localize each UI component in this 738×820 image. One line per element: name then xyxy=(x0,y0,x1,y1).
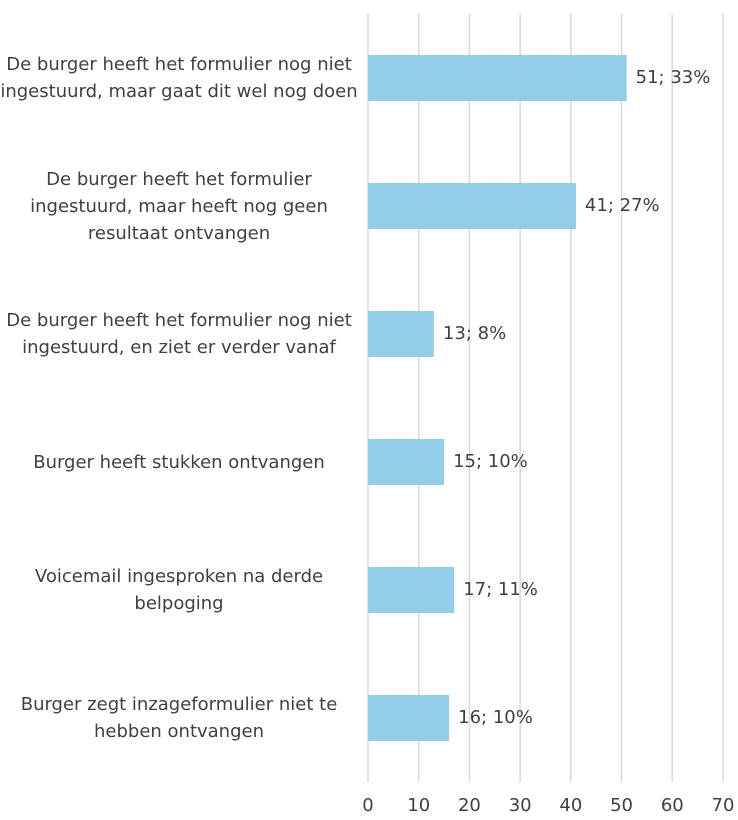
y-tick-label: De burger heeft het formulier nog niet i… xyxy=(6,310,352,358)
x-tick-label: 60 xyxy=(661,795,684,816)
x-tick-label: 0 xyxy=(362,795,373,816)
bar xyxy=(368,55,627,101)
bar xyxy=(368,439,445,485)
x-tick-label: 50 xyxy=(610,795,633,816)
value-label: 41; 27% xyxy=(585,195,660,216)
x-tick-label: 20 xyxy=(458,795,481,816)
bar xyxy=(368,311,434,357)
value-label: 17; 11% xyxy=(463,579,538,600)
x-tick-label: 70 xyxy=(712,795,735,816)
value-label: 51; 33% xyxy=(636,67,711,88)
x-tick-label: 40 xyxy=(559,795,582,816)
value-label: 16; 10% xyxy=(458,707,533,728)
x-tick-label: 30 xyxy=(509,795,532,816)
x-tick-label: 10 xyxy=(407,795,430,816)
bar xyxy=(368,567,455,613)
y-tick-label: Burger heeft stukken ontvangen xyxy=(33,451,325,473)
y-tick-label: Burger zegt inzageformulier niet te hebb… xyxy=(20,694,338,742)
y-tick-label: De burger heeft het formulier nog niet i… xyxy=(0,54,358,102)
bar xyxy=(368,695,450,741)
y-tick-label: De burger heeft het formulier ingestuurd… xyxy=(30,168,328,244)
bar xyxy=(368,183,576,229)
value-label: 15; 10% xyxy=(453,451,528,472)
y-tick-label: Voicemail ingesproken na derde belpoging xyxy=(34,566,324,614)
value-label: 13; 8% xyxy=(443,323,506,344)
